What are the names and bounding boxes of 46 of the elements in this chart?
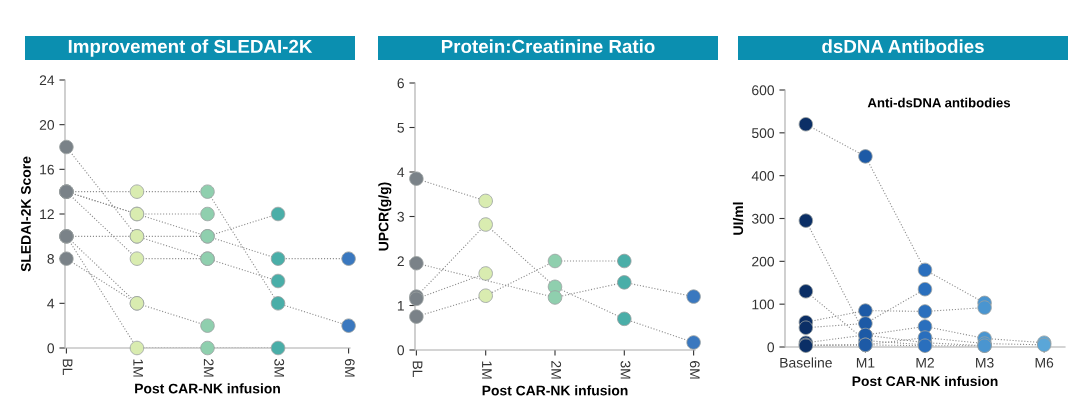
x-tick-label: 2M bbox=[551, 361, 562, 379]
y-tick-label: 2 bbox=[397, 256, 404, 267]
x-tick-label: BL bbox=[62, 359, 73, 375]
x-tick-label: 2M bbox=[203, 359, 214, 377]
x-tick-label: BL bbox=[412, 361, 423, 377]
y-tick-label: 6 bbox=[397, 78, 404, 89]
y-tick-label: 0 bbox=[767, 342, 775, 353]
y-tick-label: 0 bbox=[397, 345, 405, 356]
y-tick-label: 8 bbox=[47, 254, 54, 264]
y-tick-label: 20 bbox=[39, 120, 55, 130]
y-tick-label: 100 bbox=[752, 299, 775, 310]
y-tick-label: 12 bbox=[40, 209, 54, 220]
x-tick-label: Baseline bbox=[780, 357, 832, 368]
x-axis-title: Post CAR-NK infusion bbox=[852, 375, 998, 387]
x-tick-label: 1M bbox=[133, 359, 143, 377]
x-tick-label: M6 bbox=[1035, 357, 1054, 368]
x-tick-label: M3 bbox=[976, 357, 994, 368]
x-tick-label: M1 bbox=[856, 357, 875, 368]
y-tick-label: 5 bbox=[397, 122, 404, 133]
chart-title: dsDNA Antibodies bbox=[822, 39, 984, 54]
y-tick-label: 16 bbox=[40, 164, 54, 175]
x-tick-label: 1M bbox=[482, 361, 492, 379]
y-tick-label: 0 bbox=[47, 343, 55, 354]
x-tick-label: M2 bbox=[916, 357, 934, 368]
y-tick-label: 500 bbox=[751, 128, 775, 138]
chart-title: Protein:Creatinine Ratio bbox=[441, 39, 655, 54]
x-axis-title: Post CAR-NK infusion bbox=[135, 383, 280, 394]
annotation: Anti-dsDNA antibodies bbox=[867, 97, 1011, 108]
x-axis-title: Post CAR-NK infusion bbox=[482, 385, 628, 396]
y-tick-label: 300 bbox=[751, 213, 775, 224]
x-tick-label: 6M bbox=[689, 361, 700, 379]
x-tick-label: 3M bbox=[274, 358, 285, 377]
y-tick-label: 400 bbox=[751, 171, 775, 181]
y-axis-title: SLEDAI-2K Score bbox=[21, 156, 31, 272]
y-tick-label: 4 bbox=[47, 298, 55, 309]
y-axis-title: UI/ml bbox=[732, 202, 744, 235]
y-tick-label: 600 bbox=[752, 85, 775, 96]
y-tick-label: 24 bbox=[39, 75, 55, 86]
y-axis-title: UPCR(g/g) bbox=[378, 182, 392, 251]
x-tick-label: 3M bbox=[620, 360, 631, 379]
chart-title: Improvement of SLEDAI-2K bbox=[68, 39, 313, 57]
y-tick-label: 4 bbox=[397, 167, 405, 178]
x-tick-label: 6M bbox=[344, 359, 355, 377]
y-tick-label: 200 bbox=[752, 256, 775, 267]
y-tick-label: 3 bbox=[397, 211, 404, 222]
y-tick-label: 1 bbox=[397, 300, 404, 311]
